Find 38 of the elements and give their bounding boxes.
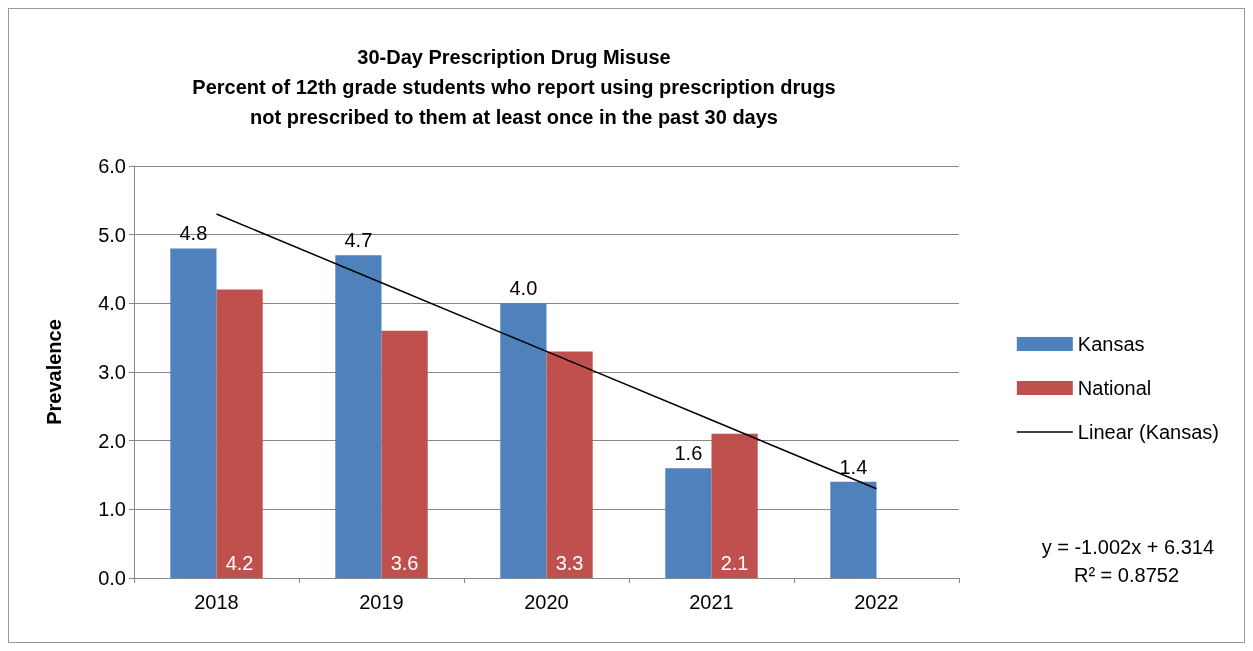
data-label: 3.3 [555, 552, 584, 574]
data-label: 1.6 [674, 442, 703, 465]
bar [711, 433, 758, 578]
bar [335, 255, 382, 578]
bar [665, 468, 712, 578]
x-tick-label: 2020 [524, 591, 569, 613]
x-tick-label: 2022 [854, 591, 899, 613]
x-tick-label: 2018 [194, 591, 239, 613]
bar [381, 330, 428, 578]
data-label: 2.1 [720, 552, 749, 574]
y-tick-label: 5.0 [98, 223, 126, 246]
line-series [215, 213, 878, 490]
y-tick-label: 2.0 [98, 429, 126, 452]
data-label: 4.0 [509, 277, 538, 300]
bar [170, 248, 217, 578]
legend-label: Linear (Kansas) [1077, 421, 1220, 443]
y-axis-title: Prevalence [43, 319, 65, 425]
x-tick-label: 2021 [689, 591, 734, 613]
y-tick-label: 1.0 [98, 498, 126, 521]
text: y = -1.002x + 6.314 [1041, 536, 1214, 558]
legend-label: National [1077, 377, 1152, 399]
chart-title: 30-Day Prescription Drug Misuse Percent of 12th grade students who report using prescription drugs not prescribed to them at least once in the past 30 days [192, 46, 836, 128]
bar [500, 303, 547, 578]
bar [830, 481, 877, 578]
y-tick-label: 3.0 [98, 361, 126, 383]
y-tick-label: 6.0 [98, 155, 126, 177]
data-label: 4.8 [179, 222, 208, 245]
data-label: 4.7 [344, 229, 373, 252]
data-label: 1.4 [839, 455, 868, 478]
data-label: 3.6 [390, 552, 419, 574]
y-tick-label: 4.0 [98, 292, 126, 315]
bar [546, 351, 593, 578]
y-tick-label: 0.0 [98, 567, 126, 589]
text: R² = 0.8752 [1073, 564, 1180, 586]
legend-label: Kansas [1077, 333, 1145, 355]
x-tick-label: 2019 [359, 591, 404, 613]
data-label: 4.2 [225, 552, 254, 574]
bar [216, 289, 263, 578]
